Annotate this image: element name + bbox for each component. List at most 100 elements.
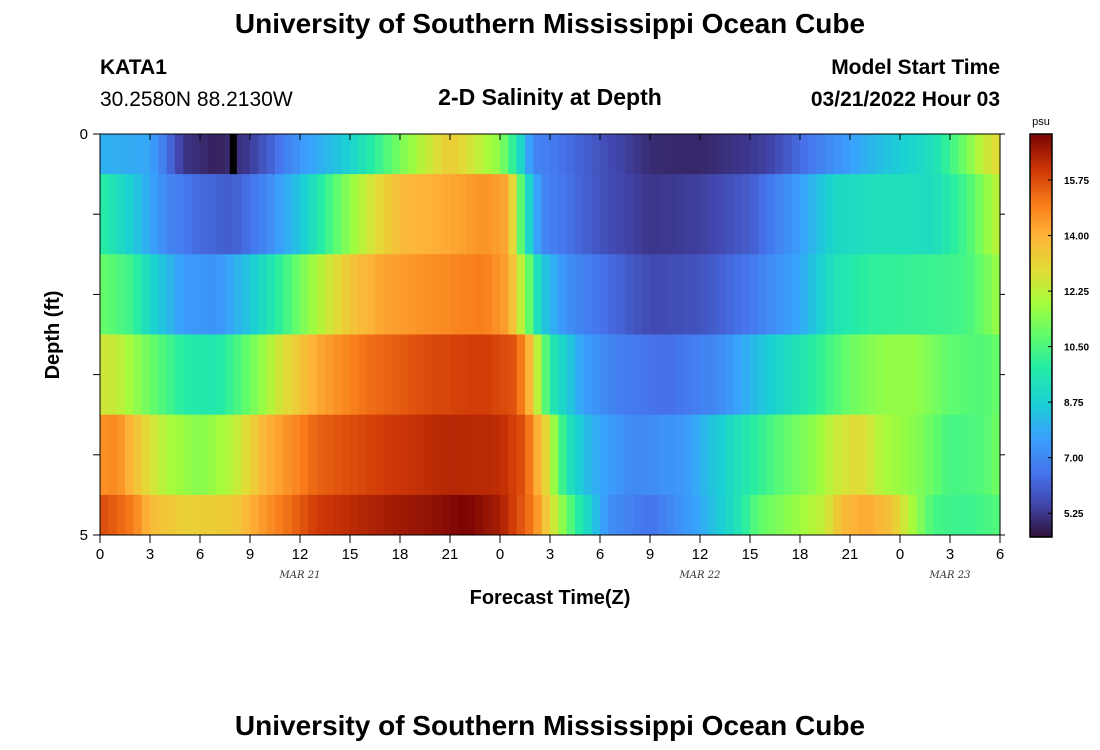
heatmap-cell: [375, 134, 384, 175]
heatmap-cell: [308, 414, 318, 496]
heatmap-cell: [908, 334, 918, 416]
heatmap-cell: [141, 494, 151, 536]
heatmap-cell: [508, 174, 518, 255]
heatmap-cell: [758, 334, 768, 416]
heatmap-cell: [375, 174, 384, 255]
heatmap-cell: [758, 134, 768, 175]
heatmap-cell: [816, 494, 826, 536]
heatmap-cell: [916, 134, 926, 175]
colorbar-segment: [1030, 234, 1052, 239]
heatmap-cell: [383, 254, 393, 335]
heatmap-cell: [125, 414, 134, 496]
heatmap-cell: [791, 334, 801, 416]
heatmap-cell: [925, 254, 934, 335]
heatmap-cell: [566, 414, 576, 496]
heatmap-cell: [358, 414, 368, 496]
heatmap-cell: [916, 174, 926, 255]
heatmap-cell: [225, 134, 234, 175]
colorbar-segment: [1030, 191, 1052, 196]
heatmap-cell: [500, 174, 509, 255]
heatmap-cell: [825, 174, 834, 255]
heatmap-cell: [316, 494, 326, 536]
colorbar-segment: [1030, 503, 1052, 508]
heatmap-cell: [341, 134, 351, 175]
heatmap-cell: [750, 334, 759, 416]
heatmap-cell: [200, 134, 209, 175]
colorbar-segment: [1030, 409, 1052, 414]
colorbar-segment: [1030, 338, 1052, 343]
x-tick-label: 21: [842, 546, 859, 563]
heatmap-cell: [466, 254, 476, 335]
colorbar-segment: [1030, 268, 1052, 273]
heatmap-cell: [991, 414, 1001, 496]
heatmap-cell: [725, 134, 734, 175]
heatmap-cell: [650, 414, 659, 496]
heatmap-cell: [150, 334, 159, 416]
heatmap-cell: [525, 254, 534, 335]
heatmap-cell: [450, 414, 459, 496]
heatmap-cell: [858, 134, 868, 175]
colorbar-segment: [1030, 432, 1052, 437]
colorbar-segment: [1030, 359, 1052, 363]
heatmap-cell: [883, 254, 893, 335]
heatmap-cell: [700, 494, 709, 536]
heatmap-cell: [266, 174, 276, 255]
heatmap-cell: [208, 254, 218, 335]
heatmap-cell: [391, 254, 401, 335]
heatmap-cell: [175, 174, 184, 255]
heatmap-cell: [275, 134, 284, 175]
heatmap-cell: [375, 414, 384, 496]
heatmap-cell: [716, 254, 726, 335]
heatmap-cell: [258, 334, 268, 416]
colorbar-segment: [1030, 523, 1052, 528]
heatmap-cell: [725, 174, 734, 255]
heatmap-cell: [233, 174, 243, 255]
colorbar-segment: [1030, 416, 1052, 421]
heatmap-cell: [916, 254, 926, 335]
heatmap-cell: [458, 414, 468, 496]
heatmap-cell: [791, 174, 801, 255]
heatmap-cell: [200, 494, 209, 536]
heatmap-cell: [441, 254, 451, 335]
heatmap-cell: [491, 414, 501, 496]
heatmap-cell: [908, 254, 918, 335]
colorbar-segment: [1030, 399, 1052, 404]
heatmap-cell: [108, 254, 118, 335]
annotation-bar: [229, 134, 237, 175]
heatmap-cell: [416, 174, 426, 255]
heatmap-cell: [816, 174, 826, 255]
heatmap-cell: [283, 254, 293, 335]
heatmap-cell: [591, 414, 601, 496]
heatmap-cell: [541, 254, 551, 335]
heatmap-cell: [541, 334, 551, 416]
heatmap-cell: [525, 134, 534, 175]
heatmap-cell: [733, 254, 743, 335]
heatmap-cell: [975, 254, 984, 335]
model-start-label: Model Start Time: [831, 56, 1000, 79]
heatmap-cell: [550, 254, 559, 335]
heatmap-cell: [225, 414, 234, 496]
colorbar-segment: [1030, 412, 1052, 417]
heatmap-cell: [425, 254, 434, 335]
heatmap-cell: [233, 134, 243, 175]
date-label: MAR 21: [279, 570, 321, 581]
colorbar-segment: [1030, 352, 1052, 357]
heatmap-cell: [700, 334, 709, 416]
heatmap-cell: [616, 414, 626, 496]
heatmap-cell: [691, 134, 701, 175]
colorbar-segment: [1030, 137, 1052, 142]
heatmap-cell: [966, 174, 976, 255]
heatmap-cell: [291, 494, 301, 536]
colorbar-unit: psu: [1032, 116, 1050, 128]
heatmap-cell: [466, 494, 476, 536]
heatmap-cell: [375, 334, 384, 416]
heatmap-cell: [133, 134, 143, 175]
heatmap-cell: [183, 174, 193, 255]
heatmap-cell: [750, 414, 759, 496]
heatmap-cell: [358, 494, 368, 536]
heatmap-cell: [108, 334, 118, 416]
heatmap-cell: [641, 414, 651, 496]
x-tick-label: 15: [342, 546, 359, 563]
heatmap-cell: [858, 494, 868, 536]
heatmap-cell: [283, 134, 293, 175]
